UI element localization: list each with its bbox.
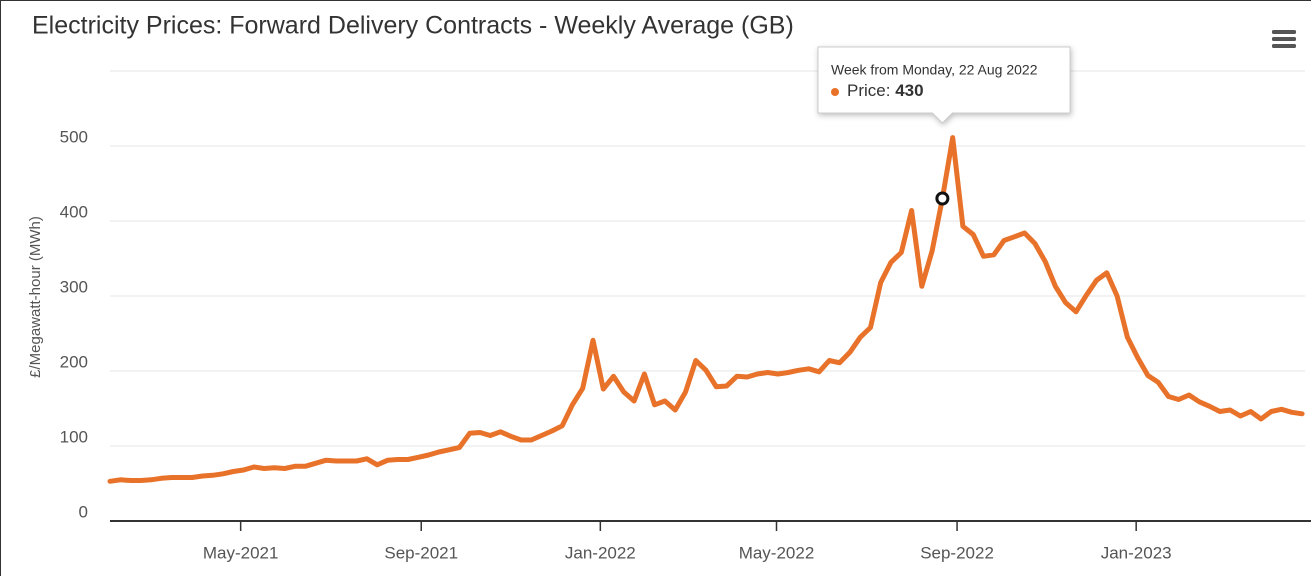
x-tick-label: May-2021 xyxy=(203,543,279,562)
y-axis-label: £/Megawatt-hour (MWh) xyxy=(27,216,44,378)
y-tick-label: 400 xyxy=(60,202,88,221)
hover-marker xyxy=(935,191,950,206)
y-tick-label: 200 xyxy=(60,352,88,371)
menu-icon[interactable] xyxy=(1272,30,1296,48)
x-tick-label: Jan-2023 xyxy=(1101,543,1172,562)
y-tick-label: 500 xyxy=(60,127,88,146)
y-tick-label: 0 xyxy=(79,502,88,521)
price-line xyxy=(107,135,1305,484)
tooltip-series-name: Price xyxy=(847,81,886,100)
tooltip-value: Price: 430 xyxy=(847,81,924,100)
x-tick-label: May-2022 xyxy=(739,543,815,562)
x-tick-label: Sep-2022 xyxy=(920,543,994,562)
tooltip-sep: : xyxy=(886,81,895,100)
tooltip: Week from Monday, 22 Aug 2022 Price: 430 xyxy=(817,46,1071,124)
tooltip-header: Week from Monday, 22 Aug 2022 xyxy=(831,62,1038,78)
menu-bar xyxy=(1272,37,1296,41)
y-tick-label: 100 xyxy=(60,427,88,446)
menu-bar xyxy=(1272,30,1296,34)
tooltip-number: 430 xyxy=(895,81,923,100)
tooltip-box xyxy=(817,46,1071,124)
x-tick-label: Jan-2022 xyxy=(565,543,636,562)
y-tick-label: 300 xyxy=(60,277,88,296)
x-tick-label: Sep-2021 xyxy=(384,543,458,562)
tooltip-dot xyxy=(831,88,839,96)
chart-title: Electricity Prices: Forward Delivery Con… xyxy=(32,12,794,40)
menu-bar xyxy=(1272,44,1296,48)
